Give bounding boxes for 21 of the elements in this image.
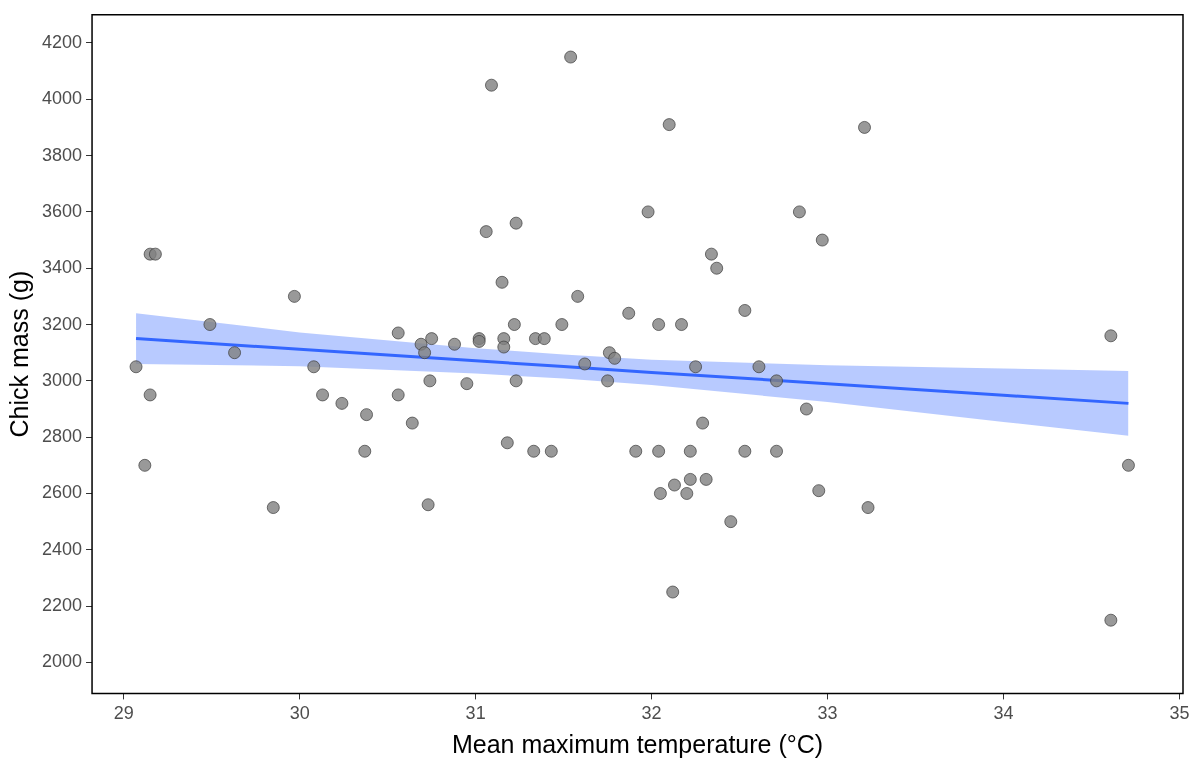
- y-tick-label: 3200: [42, 313, 83, 334]
- y-tick-label: 3800: [42, 144, 83, 165]
- x-tick-label: 33: [817, 703, 838, 724]
- y-tick-label: 2400: [42, 538, 83, 559]
- y-tick-label: 2600: [42, 482, 83, 503]
- y-tick-label: 2200: [42, 595, 83, 616]
- x-tick-label: 31: [465, 703, 486, 724]
- y-tick-label: 2800: [42, 426, 83, 447]
- x-tick-label: 29: [113, 703, 134, 724]
- y-tick-label: 3600: [42, 200, 83, 221]
- x-tick-label: 35: [1169, 703, 1190, 724]
- y-tick-label: 4000: [42, 88, 83, 109]
- y-tick-label: 2000: [42, 651, 83, 672]
- x-axis-title: Mean maximum temperature (°C): [451, 729, 824, 758]
- y-tick-label: 3000: [42, 369, 83, 390]
- y-tick-label: 4200: [42, 31, 83, 52]
- x-tick-label: 30: [289, 703, 310, 724]
- x-tick-label: 34: [993, 703, 1014, 724]
- x-tick-label: 32: [641, 703, 662, 724]
- y-axis-title: Chick mass (g): [4, 270, 33, 438]
- y-tick-label: 3400: [42, 257, 83, 278]
